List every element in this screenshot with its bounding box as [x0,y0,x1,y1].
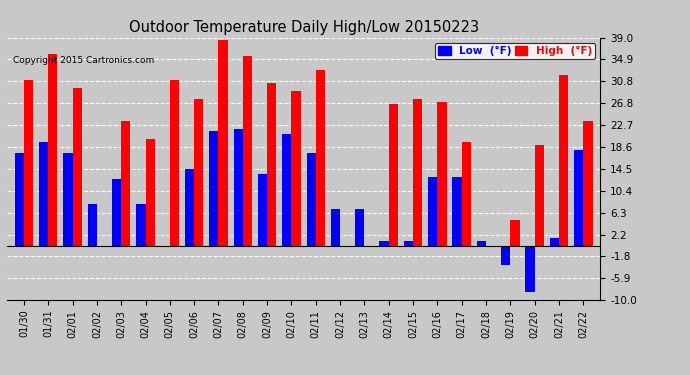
Bar [291,91,301,246]
Bar [331,209,340,246]
Bar [388,105,398,246]
Bar [48,54,57,246]
Text: Copyright 2015 Cartronics.com: Copyright 2015 Cartronics.com [13,56,154,65]
Bar [525,246,535,292]
Bar [437,102,446,246]
Bar [146,139,155,246]
Bar [194,99,204,246]
Bar [170,80,179,246]
Bar [63,153,72,246]
Bar [282,134,291,246]
Bar [428,177,437,246]
Bar [316,70,325,246]
Bar [137,204,146,246]
Bar [121,120,130,246]
Bar [574,150,583,246]
Bar [380,241,388,246]
Bar [24,80,33,246]
Bar [219,40,228,246]
Bar [112,180,121,246]
Bar [462,142,471,246]
Bar [511,220,520,246]
Bar [258,174,267,246]
Bar [306,153,316,246]
Bar [185,169,194,246]
Bar [477,241,486,246]
Bar [535,145,544,246]
Bar [233,129,243,246]
Bar [413,99,422,246]
Bar [583,120,593,246]
Title: Outdoor Temperature Daily High/Low 20150223: Outdoor Temperature Daily High/Low 20150… [128,20,479,35]
Bar [501,246,511,265]
Legend: Low  (°F), High  (°F): Low (°F), High (°F) [435,43,595,59]
Bar [355,209,364,246]
Bar [88,204,97,246]
Bar [14,153,24,246]
Bar [72,88,82,246]
Bar [559,75,568,246]
Bar [404,241,413,246]
Bar [453,177,462,246]
Bar [39,142,48,246]
Bar [550,238,559,246]
Bar [243,56,252,246]
Bar [209,131,219,246]
Bar [267,83,277,246]
